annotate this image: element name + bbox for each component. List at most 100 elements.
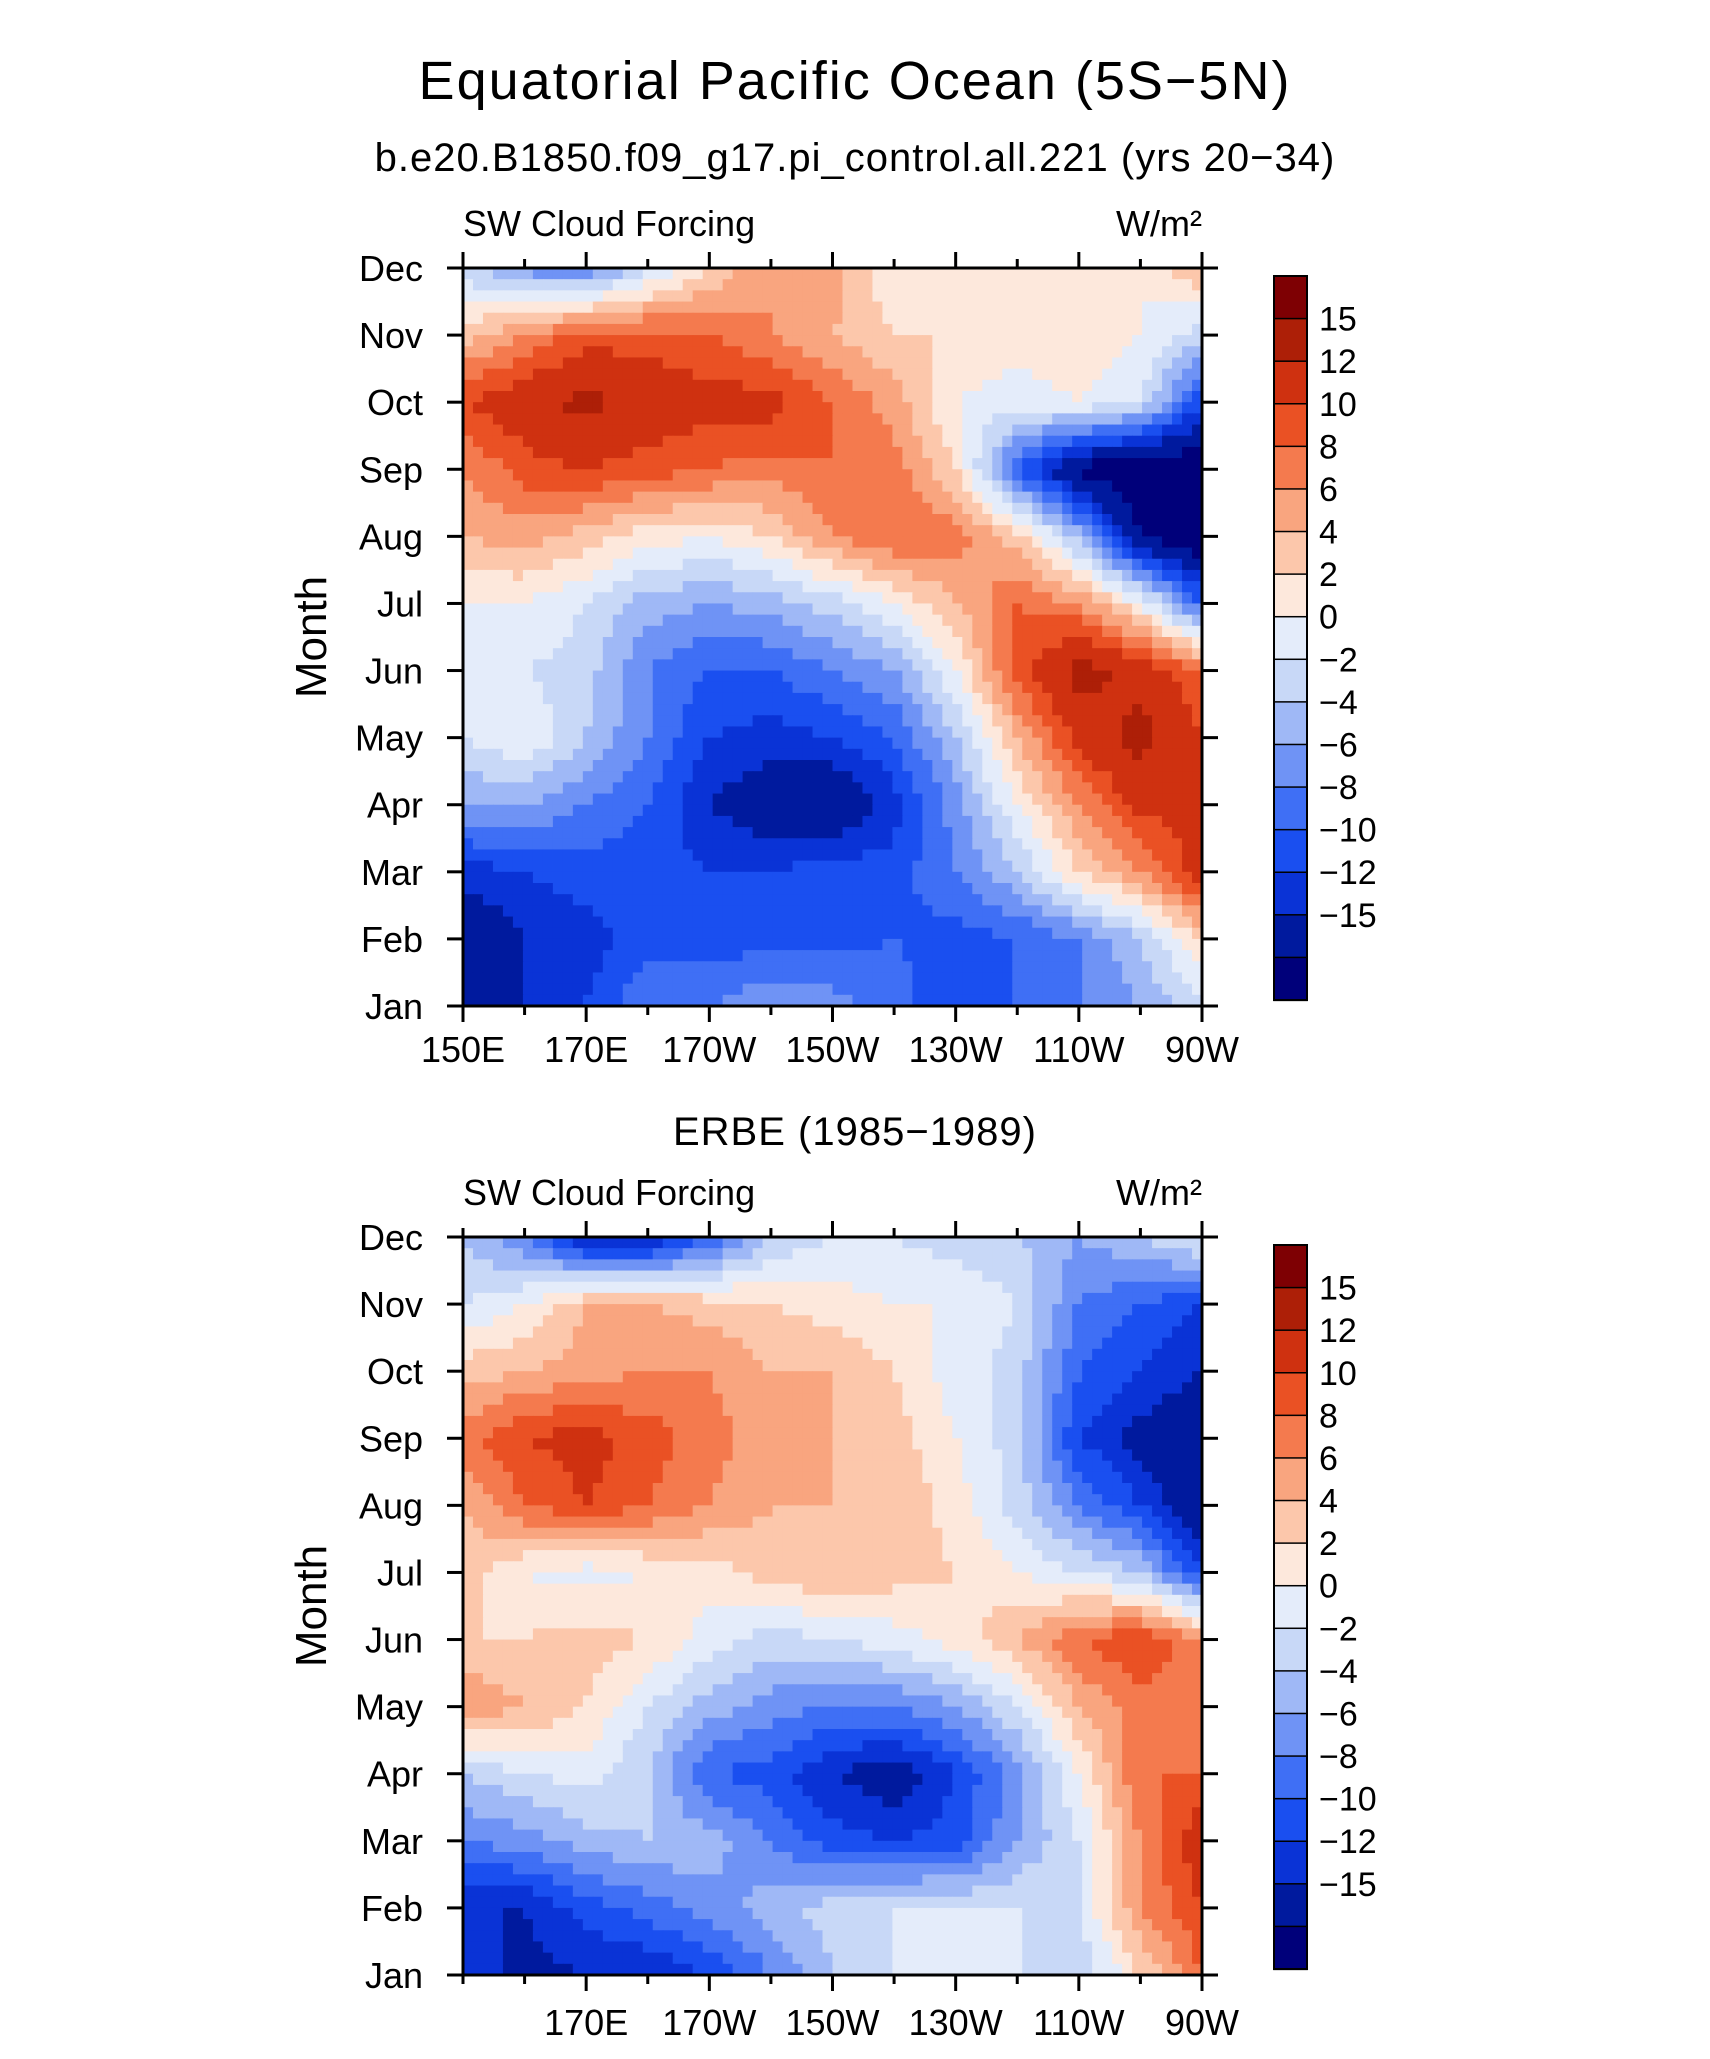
contour-cell <box>1182 950 1193 962</box>
contour-cell <box>582 502 594 515</box>
contour-cell <box>712 614 724 627</box>
contour-cell <box>722 983 734 996</box>
contour-cell <box>552 391 564 403</box>
contour-cell <box>812 357 824 370</box>
contour-cell <box>1012 938 1023 951</box>
colorbar-label: −4 <box>1319 684 1358 722</box>
contour-cell <box>1132 692 1143 705</box>
contour-cell <box>742 625 754 638</box>
contour-cell <box>962 916 973 929</box>
contour-cell <box>822 905 834 918</box>
contour-cell <box>872 536 884 549</box>
contour-cell <box>732 950 744 962</box>
contour-cell <box>862 894 874 906</box>
contour-cell <box>942 469 953 482</box>
contour-cell <box>652 972 664 985</box>
contour-cell <box>922 681 933 694</box>
contour-cell <box>1092 849 1103 862</box>
contour-cell <box>712 480 724 493</box>
contour-cell <box>692 603 704 616</box>
contour-cell <box>992 994 1003 1007</box>
colorbar-box <box>1273 701 1308 746</box>
contour-cell <box>1142 391 1153 403</box>
contour-cell <box>832 670 844 683</box>
contour-cell <box>652 335 664 347</box>
contour-cell <box>502 927 514 940</box>
contour-cell <box>822 357 834 370</box>
contour-cell <box>712 748 724 761</box>
contour-cell <box>842 905 854 918</box>
contour-cell <box>562 558 574 571</box>
contour-cell <box>1072 357 1083 370</box>
contour-cell <box>672 994 684 1007</box>
contour-cell <box>1032 480 1043 493</box>
contour-cell <box>752 972 764 985</box>
contour-cell <box>762 446 774 459</box>
contour-cell <box>942 435 953 448</box>
contour-cell <box>912 435 923 448</box>
contour-cell <box>922 804 933 817</box>
contour-cell <box>952 894 963 906</box>
contour-cell <box>982 323 993 336</box>
contour-cell <box>592 927 604 940</box>
contour-cell <box>602 402 614 414</box>
contour-cell <box>1052 603 1063 616</box>
contour-cell <box>572 323 584 336</box>
contour-cell <box>982 625 993 638</box>
contour-cell <box>1062 603 1073 616</box>
contour-cell <box>672 938 684 951</box>
contour-cell <box>792 782 804 795</box>
contour-cell <box>1002 525 1013 537</box>
contour-cell <box>552 379 564 392</box>
contour-cell <box>762 357 774 370</box>
contour-cell <box>1082 413 1093 426</box>
contour-cell <box>552 312 564 325</box>
contour-cell <box>552 581 564 593</box>
contour-cell <box>1072 771 1083 783</box>
contour-cell <box>1022 938 1033 951</box>
contour-cell <box>722 927 734 940</box>
contour-cell <box>592 614 604 627</box>
contour-cell <box>1042 972 1053 985</box>
contour-cell <box>742 815 754 828</box>
contour-cell <box>1082 894 1093 906</box>
contour-cell <box>1112 916 1123 929</box>
contour-cell <box>642 558 654 571</box>
contour-cell <box>972 603 983 616</box>
contour-cell <box>812 592 824 605</box>
contour-cell <box>732 737 744 750</box>
contour-cell <box>992 871 1003 884</box>
contour-cell <box>542 827 554 839</box>
contour-cell <box>463 681 474 694</box>
contour-cell <box>1052 894 1063 906</box>
contour-cell <box>732 514 744 526</box>
contour-cell <box>972 659 983 672</box>
contour-cell <box>862 480 874 493</box>
contour-cell <box>1142 637 1153 649</box>
contour-cell <box>1022 592 1033 605</box>
contour-cell <box>922 637 933 649</box>
contour-cell <box>1012 592 1023 605</box>
contour-cell <box>622 480 634 493</box>
contour-cell <box>652 815 664 828</box>
contour-cell <box>872 760 884 772</box>
contour-cell <box>582 458 594 470</box>
contour-cell <box>872 357 884 370</box>
contour-cell <box>652 827 664 839</box>
contour-cell <box>912 692 923 705</box>
colorbar-box <box>1273 317 1308 363</box>
contour-cell <box>912 782 923 795</box>
contour-cell <box>942 983 953 996</box>
contour-cell <box>1072 413 1083 426</box>
contour-cell <box>1182 838 1193 851</box>
contour-cell <box>672 860 684 873</box>
contour-cell <box>812 603 824 616</box>
contour-cell <box>692 480 704 493</box>
contour-cell <box>1162 972 1173 985</box>
y-tick-label: Nov <box>359 315 423 356</box>
colorbar-box <box>1273 828 1308 874</box>
contour-cell <box>922 391 933 403</box>
contour-cell <box>482 323 494 336</box>
contour-cell <box>632 771 644 783</box>
